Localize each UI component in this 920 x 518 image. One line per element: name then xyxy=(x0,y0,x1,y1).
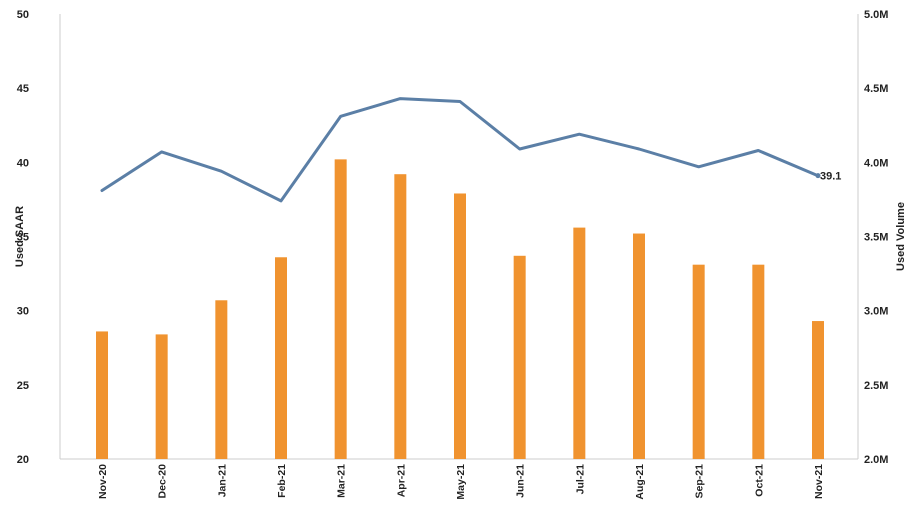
left-tick-label: 50 xyxy=(17,9,29,21)
left-tick-label: 45 xyxy=(17,83,29,95)
left-tick-label: 20 xyxy=(17,454,29,466)
x-tick-label: Nov-20 xyxy=(97,464,109,499)
x-tick-label: Nov-21 xyxy=(813,464,825,499)
volume-bar xyxy=(334,159,347,459)
line-series xyxy=(100,97,821,203)
left-tick-label: 35 xyxy=(17,232,29,244)
left-axis-ticks: 20 25 30 35 40 45 50 xyxy=(17,9,29,466)
x-tick-label: Jan-21 xyxy=(216,464,228,497)
right-tick-label: 3.0M xyxy=(864,306,888,318)
x-tick-label: Jun-21 xyxy=(515,464,527,498)
right-tick-label: 2.0M xyxy=(864,454,888,466)
saar-point xyxy=(815,173,821,179)
x-tick-label: Aug-21 xyxy=(634,464,646,500)
volume-bar xyxy=(155,334,168,459)
left-tick-label: 25 xyxy=(17,380,29,392)
right-axis-ticks: 2.0M 2.5M 3.0M 3.5M 4.0M 4.5M 5.0M xyxy=(864,9,888,466)
left-tick-label: 40 xyxy=(17,157,29,169)
x-tick-label: Sep-21 xyxy=(694,464,706,499)
data-label: 39.1 xyxy=(820,171,841,183)
volume-bar xyxy=(752,264,765,459)
x-tick-label: Mar-21 xyxy=(336,464,348,498)
x-tick-label: May-21 xyxy=(455,464,467,500)
volume-bar xyxy=(394,174,407,459)
x-tick-label: Feb-21 xyxy=(276,464,288,498)
right-axis-title: Used Volume xyxy=(895,202,907,271)
volume-bar xyxy=(454,193,466,459)
bar-series xyxy=(96,159,824,459)
volume-bar xyxy=(96,331,108,459)
volume-bar xyxy=(812,321,824,459)
volume-bar xyxy=(633,233,645,459)
right-tick-label: 2.5M xyxy=(864,380,888,392)
x-tick-label: Apr-21 xyxy=(395,464,407,497)
saar-line xyxy=(100,97,820,203)
left-axis-title: Used SAAR xyxy=(14,206,26,267)
volume-bar xyxy=(275,257,287,459)
right-tick-label: 4.0M xyxy=(864,157,888,169)
left-tick-label: 30 xyxy=(17,306,29,318)
volume-bar xyxy=(692,264,705,459)
volume-bar xyxy=(215,300,228,459)
x-tick-label: Oct-21 xyxy=(753,464,765,497)
x-tick-label: Jul-21 xyxy=(574,464,586,495)
volume-bar xyxy=(513,255,526,459)
x-tick-label: Dec-20 xyxy=(157,464,169,499)
volume-bar xyxy=(573,227,586,459)
right-tick-label: 3.5M xyxy=(864,232,888,244)
right-tick-label: 4.5M xyxy=(864,83,888,95)
data-labels: 39.1 xyxy=(820,171,841,183)
right-tick-label: 5.0M xyxy=(864,9,888,21)
x-axis-ticks: Nov-20 Dec-20 Jan-21 Feb-21 Mar-21 Apr-21 May-… xyxy=(97,464,825,500)
